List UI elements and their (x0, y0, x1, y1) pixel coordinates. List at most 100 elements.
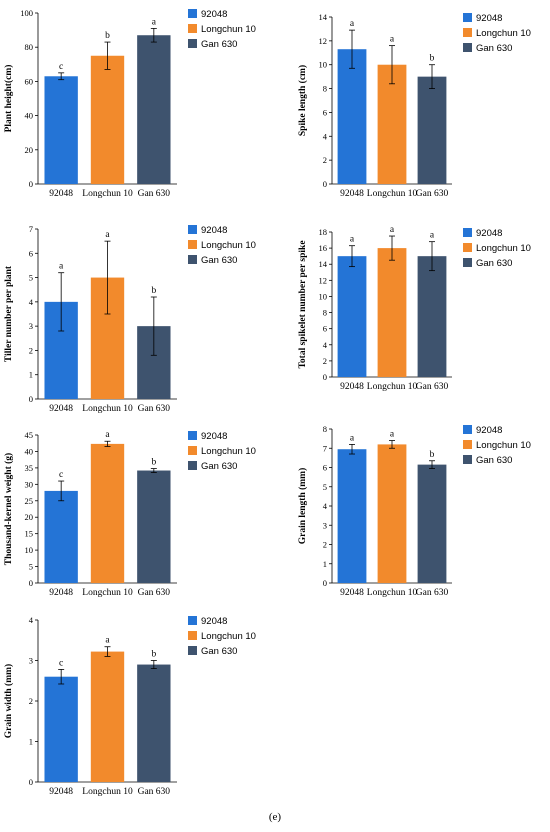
x-tick-label: Longchun 10 (82, 787, 133, 797)
significance-letter: a (105, 430, 110, 440)
legend-label: Longchun 10 (476, 28, 531, 39)
x-tick-label: 92048 (340, 382, 364, 392)
chart-svg: 0 2 4 6 8 10 12 14 Spike length (cm) a 92048 a Longc… (297, 12, 531, 199)
y-tick-label: 8 (323, 308, 327, 318)
grain-width-chart: 0 1 2 3 4 Grain width (mm) c 92048 a Longchun 10 b… (0, 610, 275, 815)
y-tick-label: 14 (319, 12, 328, 22)
chart-svg: 0 1 2 3 4 5 6 7 Tiller number per plant a 92048 a Lo… (4, 224, 256, 414)
significance-letter: a (350, 19, 355, 29)
legend-label: Gan 630 (476, 258, 512, 269)
x-tick-label: 92048 (340, 189, 364, 199)
bar-92048 (337, 449, 367, 583)
y-tick-label: 6 (323, 463, 327, 473)
y-tick-label: 2 (323, 356, 327, 366)
x-tick-label: Gan 630 (138, 787, 171, 797)
bar-longchun-10 (377, 444, 407, 583)
y-tick-label: 60 (25, 76, 34, 86)
x-tick-label: Gan 630 (416, 382, 449, 392)
y-tick-label: 0 (29, 578, 33, 588)
y-axis-title: Plant height(cm) (3, 65, 14, 133)
thousand-kernel-weight-chart: 0 5 10 15 20 25 30 35 40 45 Thousand-kernel weight… (0, 410, 275, 615)
significance-letter: b (105, 31, 110, 41)
x-tick-label: Gan 630 (416, 189, 449, 199)
y-tick-label: 2 (323, 540, 327, 550)
x-tick-label: Longchun 10 (82, 404, 133, 414)
x-tick-label: 92048 (49, 787, 73, 797)
legend-swatch (463, 455, 472, 464)
legend-swatch (463, 243, 472, 252)
tiller-number-chart: 0 1 2 3 4 5 6 7 Tiller number per plant a 92048 a Lo… (0, 205, 275, 414)
bar-gan-630 (137, 664, 171, 782)
legend-swatch (188, 225, 197, 234)
y-tick-label: 0 (323, 578, 327, 588)
y-tick-label: 4 (323, 340, 328, 350)
x-tick-label: Longchun 10 (82, 588, 133, 598)
y-tick-label: 8 (323, 424, 327, 434)
y-tick-label: 0 (323, 372, 327, 382)
chart-svg: 0 2 4 6 8 10 12 14 16 18 Total spikelet number per… (298, 225, 531, 392)
x-tick-label: 92048 (49, 189, 73, 199)
y-tick-label: 80 (25, 42, 34, 52)
grain-length-chart: 0 1 2 3 4 5 6 7 8 Grain length (mm) a 92048 a Longchu… (275, 410, 550, 615)
legend-label: Longchun 10 (201, 24, 256, 35)
plant-height-chart: 0 20 40 60 80 100 Plant height(cm) c 92048 b Longc… (0, 0, 275, 205)
figure-caption: (e) (268, 811, 282, 823)
y-tick-label: 2 (29, 696, 33, 706)
y-tick-label: 12 (319, 36, 328, 46)
chart-svg: 0 5 10 15 20 25 30 35 40 45 Thousand-kernel weight… (3, 430, 256, 598)
legend-swatch (188, 646, 197, 655)
bar-longchun-10 (90, 443, 125, 583)
bar-gan-630 (137, 35, 171, 185)
y-tick-label: 40 (25, 446, 34, 456)
legend-swatch (188, 255, 197, 264)
spike-length-chart: 0 2 4 6 8 10 12 14 Spike length (cm) a 92048 a Longc… (275, 0, 550, 205)
y-axis-title: Grain length (mm) (297, 468, 308, 545)
x-tick-label: 92048 (49, 588, 73, 598)
legend-label: Longchun 10 (476, 243, 531, 254)
y-tick-label: 12 (319, 275, 328, 285)
legend-label: Gan 630 (476, 43, 512, 54)
legend-label: 92048 (201, 225, 227, 236)
legend-label: 92048 (201, 9, 227, 20)
legend-swatch (188, 240, 197, 249)
y-tick-label: 30 (25, 479, 34, 489)
legend-label: Gan 630 (201, 461, 237, 472)
bar-92048 (337, 256, 367, 377)
y-tick-label: 6 (29, 248, 33, 258)
significance-letter: b (151, 458, 156, 468)
significance-letter: a (59, 262, 64, 272)
legend-label: 92048 (201, 431, 227, 442)
y-tick-label: 15 (25, 529, 34, 539)
significance-letter: c (59, 470, 63, 480)
y-tick-label: 5 (323, 482, 327, 492)
legend-label: Longchun 10 (476, 440, 531, 451)
legend-label: 92048 (201, 616, 227, 627)
significance-letter: a (350, 235, 355, 245)
y-tick-label: 18 (319, 227, 328, 237)
x-tick-label: 92048 (340, 588, 364, 598)
x-tick-label: Longchun 10 (367, 382, 418, 392)
y-tick-label: 45 (25, 430, 34, 440)
bar-gan-630 (417, 256, 447, 377)
legend-swatch (463, 43, 472, 52)
y-tick-label: 7 (323, 443, 327, 453)
y-tick-label: 10 (319, 60, 328, 70)
x-tick-label: Gan 630 (416, 588, 449, 598)
y-tick-label: 5 (29, 562, 33, 572)
significance-letter: b (151, 286, 156, 296)
bar-longchun-10 (90, 651, 125, 782)
legend-swatch (463, 258, 472, 267)
significance-letter: b (430, 54, 435, 64)
legend-swatch (463, 228, 472, 237)
legend-label: 92048 (476, 425, 502, 436)
bar-92048 (44, 676, 78, 782)
legend-swatch (188, 39, 197, 48)
y-axis-title: Tiller number per plant (4, 265, 14, 362)
significance-letter: a (152, 17, 157, 27)
y-axis-title: Grain width (mm) (3, 664, 14, 738)
y-tick-label: 0 (29, 777, 33, 787)
legend-swatch (463, 425, 472, 434)
y-axis-title: Spike length (cm) (297, 65, 308, 136)
y-tick-label: 3 (29, 656, 33, 666)
bar-longchun-10 (90, 55, 125, 184)
